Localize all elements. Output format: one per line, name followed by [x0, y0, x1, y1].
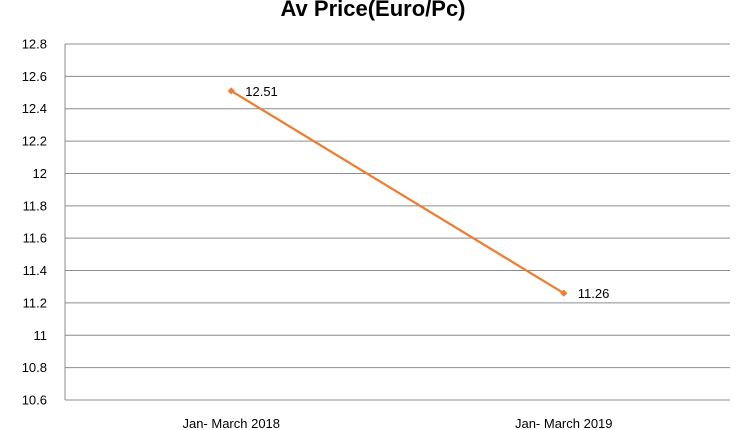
data-point-marker — [227, 87, 235, 95]
series-line — [230, 89, 565, 295]
gridlines — [64, 43, 730, 401]
y-tick-label: 12.4 — [22, 101, 47, 116]
data-value-label: 11.26 — [578, 286, 610, 301]
y-tick-label: 12.2 — [22, 134, 47, 149]
y-tick-label: 12.8 — [22, 37, 47, 52]
x-axis-categories: Jan- March 2018 Jan- March 2019 — [182, 416, 612, 430]
y-tick-label: 11.6 — [23, 231, 47, 246]
y-tick-label: 10.6 — [22, 393, 47, 408]
y-tick-label: 11.4 — [23, 263, 47, 278]
y-tick-label: 12 — [33, 166, 47, 181]
y-axis-ticks: 10.6 10.8 11 11.2 11.4 11.6 11.8 12 12.2 12.4 12.6… — [22, 37, 47, 408]
y-tick-label: 11.8 — [23, 198, 47, 213]
y-tick-label: 12.6 — [22, 69, 47, 84]
x-category-label: Jan- March 2019 — [515, 416, 613, 430]
data-value-label: 12.51 — [245, 84, 278, 99]
data-labels: 12.51 11.26 — [245, 84, 609, 301]
data-point-marker — [560, 289, 568, 297]
y-tick-label: 10.8 — [22, 360, 47, 375]
y-tick-label: 11.2 — [23, 295, 47, 310]
series-layer — [227, 87, 568, 297]
chart-title: Av Price(Euro/Pc) — [280, 0, 465, 21]
y-tick-label: 11 — [34, 328, 48, 343]
x-category-label: Jan- March 2018 — [182, 416, 280, 430]
